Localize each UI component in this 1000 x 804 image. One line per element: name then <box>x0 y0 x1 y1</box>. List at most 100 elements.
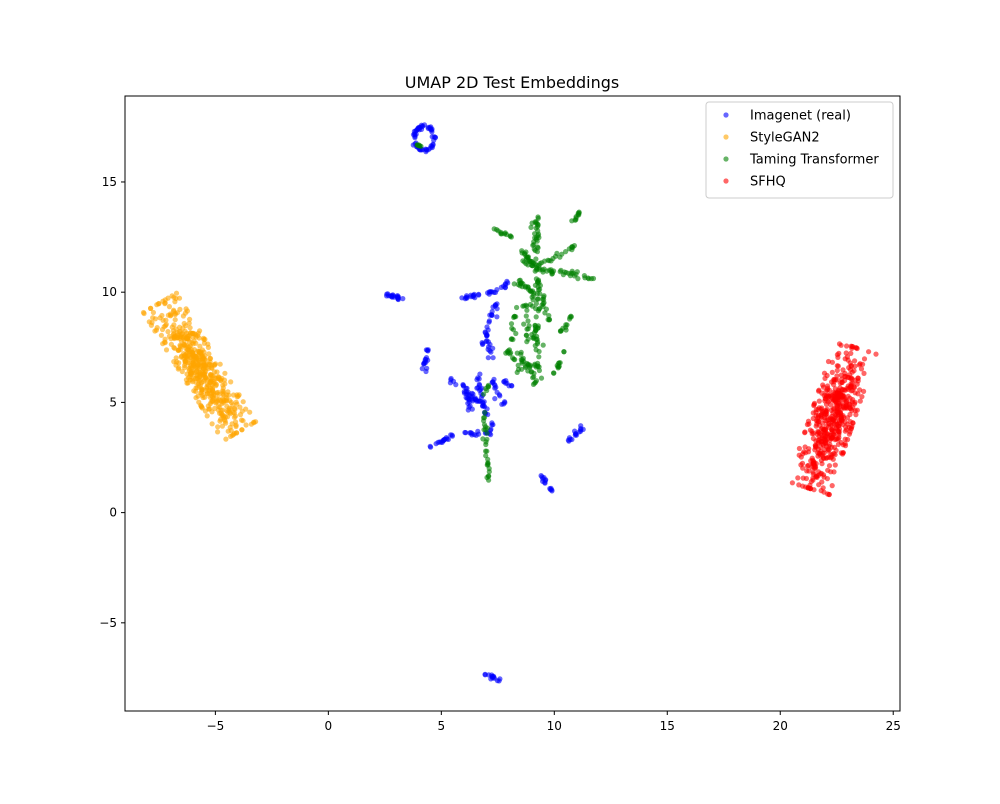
data-point <box>847 411 853 418</box>
data-point <box>199 392 205 398</box>
data-point <box>182 310 188 316</box>
data-point <box>833 419 839 425</box>
data-point <box>475 428 481 434</box>
data-point <box>198 377 204 383</box>
data-point <box>532 379 539 385</box>
data-point <box>492 303 498 309</box>
data-point <box>202 377 208 383</box>
data-point <box>188 330 194 336</box>
data-point <box>425 348 431 354</box>
data-point <box>515 366 522 373</box>
data-point <box>520 355 526 361</box>
data-point <box>206 351 212 357</box>
data-point <box>208 365 215 371</box>
data-point <box>508 234 514 240</box>
legend: Imagenet (real) StyleGAN2 Taming Transform… <box>705 101 894 199</box>
data-point <box>429 129 435 135</box>
data-point <box>813 438 819 444</box>
data-point <box>540 301 546 307</box>
data-point <box>486 318 492 324</box>
data-point <box>821 474 827 480</box>
data-point <box>529 332 535 338</box>
data-point <box>190 361 196 367</box>
y-tick-label: 5 <box>109 395 117 409</box>
data-point <box>806 446 812 452</box>
data-point <box>184 380 190 386</box>
data-point <box>859 394 865 400</box>
data-point <box>834 363 840 369</box>
data-point <box>861 356 868 362</box>
data-point <box>801 449 807 455</box>
data-point <box>190 351 197 357</box>
data-point <box>509 355 516 361</box>
data-point <box>803 484 809 490</box>
data-point <box>519 248 525 254</box>
data-point <box>816 398 822 404</box>
data-point <box>821 489 827 495</box>
data-point <box>557 269 563 275</box>
data-point <box>243 422 249 428</box>
data-point <box>534 262 540 269</box>
data-point <box>207 359 213 365</box>
data-point <box>486 465 492 472</box>
data-point <box>463 394 469 401</box>
data-point <box>818 412 824 418</box>
data-point <box>222 370 228 376</box>
data-point <box>183 306 189 312</box>
data-point <box>213 395 219 401</box>
data-point <box>201 337 207 343</box>
data-point <box>158 332 164 338</box>
data-point <box>566 438 572 444</box>
data-point <box>215 424 221 430</box>
data-point <box>429 144 435 151</box>
data-point <box>475 398 482 404</box>
chart-title: UMAP 2D Test Embeddings <box>405 73 619 92</box>
data-point <box>485 355 491 361</box>
data-point <box>796 445 803 452</box>
data-point <box>518 281 524 287</box>
data-point <box>207 406 213 412</box>
data-point <box>202 367 208 373</box>
data-point <box>839 376 845 382</box>
data-point <box>465 407 471 413</box>
data-point <box>178 354 184 360</box>
data-point <box>528 258 534 264</box>
data-point <box>486 473 492 479</box>
data-point <box>830 456 836 462</box>
data-point <box>847 419 853 425</box>
data-point <box>217 361 223 367</box>
data-point <box>197 343 203 349</box>
series-imagenet-real <box>384 122 586 684</box>
data-point <box>840 442 846 448</box>
data-point <box>832 396 839 402</box>
data-point <box>852 358 858 364</box>
legend-marker <box>723 112 729 118</box>
data-point <box>411 131 418 137</box>
data-point <box>535 279 541 285</box>
data-point <box>234 392 240 398</box>
data-point <box>789 480 796 486</box>
data-point <box>177 306 183 312</box>
data-point <box>852 377 858 383</box>
data-point <box>535 284 541 290</box>
data-point <box>561 269 567 275</box>
data-point <box>535 233 541 239</box>
data-point <box>450 378 457 384</box>
data-point <box>529 369 535 375</box>
data-point <box>228 399 234 406</box>
data-point <box>469 406 475 412</box>
data-point <box>836 432 842 438</box>
data-point <box>219 423 225 429</box>
data-point <box>838 450 844 456</box>
data-point <box>567 314 573 320</box>
data-point <box>809 428 815 434</box>
data-point <box>525 284 531 290</box>
data-point <box>823 396 829 402</box>
data-point <box>798 454 804 460</box>
data-point <box>205 344 211 350</box>
data-point <box>814 474 820 480</box>
data-point <box>481 391 487 397</box>
legend-marker <box>723 156 729 162</box>
data-point <box>186 320 192 326</box>
data-point <box>857 398 863 404</box>
